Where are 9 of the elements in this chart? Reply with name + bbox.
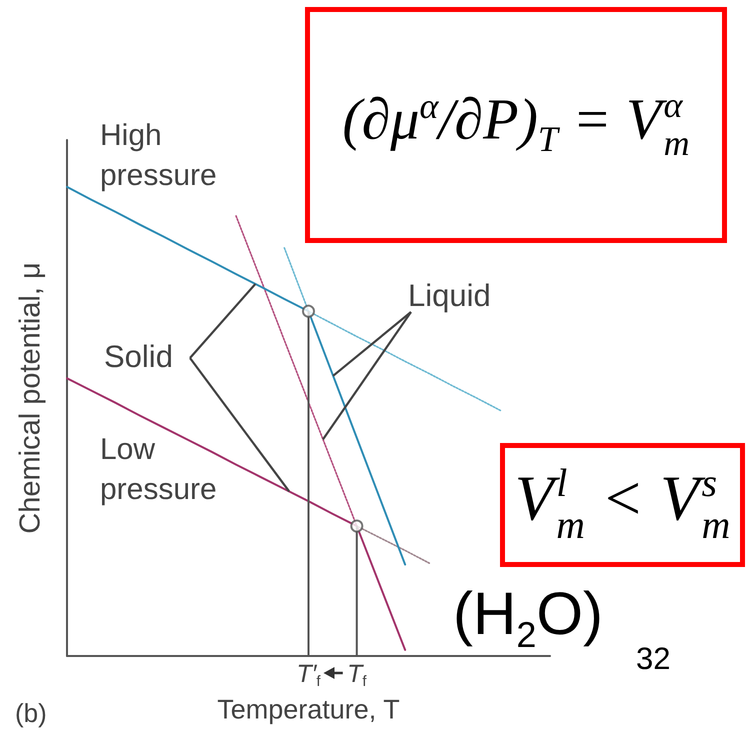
- annotation: High pressure: [100, 119, 217, 192]
- annotation: Solid: [104, 339, 173, 374]
- annotation: Low pressure: [100, 433, 217, 506]
- text: 32: [636, 641, 670, 676]
- text: (b): [15, 698, 47, 728]
- annotation: (H$_{2}$O): [453, 580, 603, 655]
- x-axis-title: Temperature, T: [217, 694, 400, 724]
- y-axis-title: Chemical potential, μ: [14, 262, 46, 534]
- annotation: Liquid: [408, 278, 491, 313]
